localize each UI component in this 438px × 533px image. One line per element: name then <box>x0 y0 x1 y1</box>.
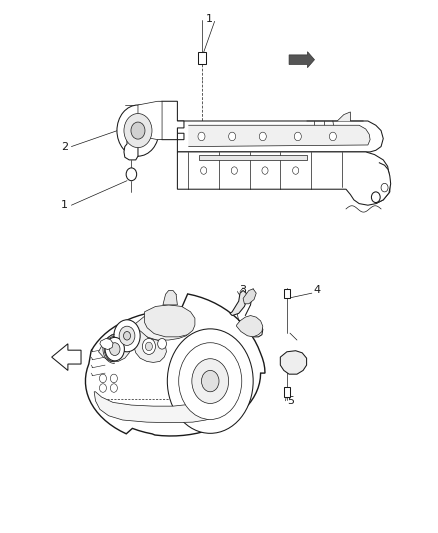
Polygon shape <box>280 351 307 374</box>
Polygon shape <box>145 305 195 337</box>
Circle shape <box>110 384 117 392</box>
Circle shape <box>142 338 155 354</box>
Text: 2: 2 <box>61 142 68 151</box>
Polygon shape <box>99 333 131 361</box>
Circle shape <box>192 359 229 403</box>
Circle shape <box>198 132 205 141</box>
Polygon shape <box>94 392 220 423</box>
Text: 4: 4 <box>313 286 320 295</box>
Polygon shape <box>177 121 383 152</box>
Circle shape <box>124 114 152 148</box>
Polygon shape <box>307 112 364 121</box>
Circle shape <box>131 122 145 139</box>
Circle shape <box>329 132 336 141</box>
Circle shape <box>262 167 268 174</box>
Polygon shape <box>188 125 370 147</box>
Text: 3: 3 <box>239 286 246 295</box>
Polygon shape <box>237 316 263 337</box>
Polygon shape <box>124 140 138 160</box>
Text: 5: 5 <box>287 396 294 406</box>
Circle shape <box>110 343 120 356</box>
Polygon shape <box>199 155 307 160</box>
Polygon shape <box>134 328 166 362</box>
Circle shape <box>231 167 237 174</box>
Circle shape <box>99 374 106 383</box>
Circle shape <box>201 167 207 174</box>
Bar <box>284 289 290 298</box>
Circle shape <box>293 167 299 174</box>
Polygon shape <box>230 290 247 316</box>
Circle shape <box>99 384 106 392</box>
Text: 1: 1 <box>61 200 68 210</box>
Circle shape <box>201 370 219 392</box>
Bar <box>198 52 206 64</box>
Polygon shape <box>85 294 265 436</box>
Polygon shape <box>155 101 184 140</box>
Polygon shape <box>138 101 162 140</box>
Text: RHD: RHD <box>293 57 302 62</box>
Circle shape <box>105 337 124 361</box>
Circle shape <box>114 320 140 352</box>
Text: 1: 1 <box>205 14 212 23</box>
Circle shape <box>179 343 242 419</box>
Polygon shape <box>52 344 81 370</box>
Polygon shape <box>163 290 177 305</box>
Circle shape <box>371 192 380 203</box>
Circle shape <box>167 329 253 433</box>
Polygon shape <box>134 310 192 340</box>
Polygon shape <box>376 163 391 204</box>
Polygon shape <box>100 338 113 350</box>
Text: FRT: FRT <box>69 354 78 360</box>
Circle shape <box>158 338 166 349</box>
Bar <box>284 387 290 397</box>
Circle shape <box>259 132 266 141</box>
Circle shape <box>381 183 388 192</box>
Circle shape <box>145 342 152 351</box>
Polygon shape <box>177 152 390 205</box>
Circle shape <box>294 132 301 141</box>
Circle shape <box>110 374 117 383</box>
Polygon shape <box>250 324 263 337</box>
Circle shape <box>117 105 159 156</box>
Circle shape <box>124 332 131 340</box>
Polygon shape <box>243 289 256 304</box>
Circle shape <box>229 132 236 141</box>
Polygon shape <box>289 52 314 68</box>
Circle shape <box>126 168 137 181</box>
Circle shape <box>119 326 135 345</box>
